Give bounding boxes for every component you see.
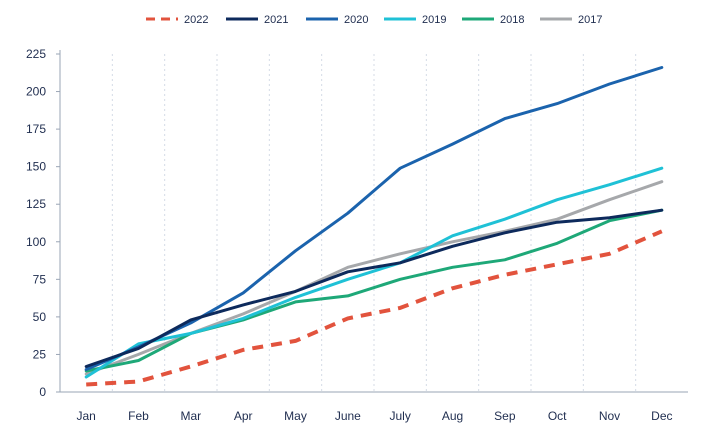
legend-label: 2020 <box>344 14 368 26</box>
y-tick-label: 0 <box>39 385 46 399</box>
x-tick-label: Mar <box>180 409 201 423</box>
series-line-2022 <box>86 229 663 387</box>
x-tick-label: Sep <box>494 409 516 423</box>
y-axis-ticks: 0 25 50 75 100 125 150 175 200 225 <box>26 47 60 399</box>
series-line-2021 <box>84 208 664 368</box>
legend-item-2019: 2019 <box>384 14 446 26</box>
y-tick-label: 100 <box>26 235 46 249</box>
x-tick-label: Oct <box>548 409 567 423</box>
legend-label: 2017 <box>578 14 602 26</box>
y-tick-label: 50 <box>33 310 47 324</box>
x-tick-label: Jan <box>76 409 95 423</box>
x-tick-label: July <box>389 409 410 423</box>
legend-label: 2021 <box>264 14 288 26</box>
y-tick-label: 125 <box>26 197 46 211</box>
axes <box>59 50 688 393</box>
legend-item-2020: 2020 <box>306 14 368 26</box>
y-tick-label: 75 <box>33 272 47 286</box>
series-line-2020 <box>84 66 664 371</box>
y-tick-label: 150 <box>26 160 46 174</box>
x-tick-label: Apr <box>234 409 253 423</box>
x-axis-ticks: Jan Feb Mar Apr May June July Aug Sep Oct Nov Dec <box>76 409 672 423</box>
x-tick-label: Feb <box>128 409 149 423</box>
x-tick-label: June <box>335 409 361 423</box>
legend-item-2018: 2018 <box>462 14 524 26</box>
series-line-2019 <box>84 166 664 379</box>
x-tick-label: Dec <box>651 409 672 423</box>
legend-label: 2019 <box>422 14 446 26</box>
x-tick-label: Nov <box>599 409 620 423</box>
legend-item-2022: 2022 <box>146 14 208 26</box>
legend-label: 2018 <box>500 14 524 26</box>
legend-item-2021: 2021 <box>226 14 288 26</box>
x-tick-label: Aug <box>442 409 463 423</box>
y-tick-label: 25 <box>33 347 47 361</box>
legend-item-2017: 2017 <box>540 14 602 26</box>
y-tick-label: 175 <box>26 122 46 136</box>
series-lines <box>84 66 664 387</box>
y-tick-label: 225 <box>26 47 46 61</box>
series-line-2018 <box>84 208 664 373</box>
x-tick-label: May <box>284 409 307 423</box>
legend: 2022 2021 2020 2019 2018 2017 <box>146 14 602 26</box>
y-tick-label: 200 <box>26 85 46 99</box>
legend-label: 2022 <box>184 14 208 26</box>
